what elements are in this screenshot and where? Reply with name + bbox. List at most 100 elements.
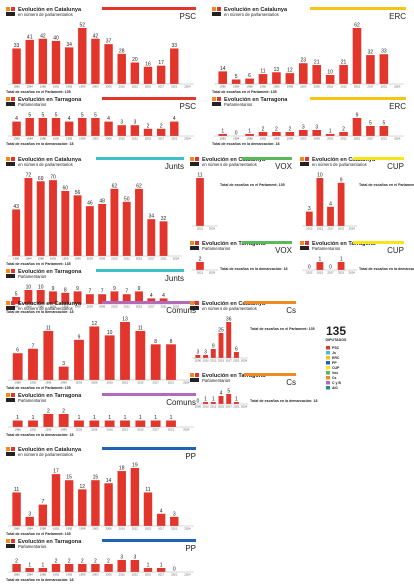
- legend-swatch: [326, 361, 330, 365]
- category-label: 1980: [13, 85, 20, 89]
- category-label: 2006: [314, 137, 321, 141]
- footnote: Total de escaños en el Parlament: 135: [359, 183, 414, 187]
- value-label: 1: [108, 415, 111, 421]
- footnote: Total de escaños en la demarcación: 18: [220, 267, 287, 271]
- icon: [190, 373, 194, 377]
- value-label: 56: [75, 190, 81, 196]
- bar: [170, 121, 179, 136]
- category-label: 2017: [158, 527, 165, 531]
- category-label: 2012: [124, 257, 131, 261]
- value-label: 50: [124, 196, 130, 202]
- category-label: 1999: [61, 381, 68, 385]
- value-label: 1: [28, 563, 31, 569]
- bar: [210, 349, 216, 358]
- value-label: 1: [235, 397, 238, 403]
- accent-bar: [96, 269, 184, 272]
- category-label: 2006: [105, 137, 112, 141]
- category-label: 2006: [195, 359, 202, 363]
- icon: [6, 301, 10, 305]
- bar: [64, 480, 74, 526]
- category-label: 2015: [136, 305, 143, 309]
- value-label: 9: [113, 286, 116, 292]
- category-label: 2012: [210, 405, 217, 409]
- category-label: 2017: [226, 405, 233, 409]
- value-label: 8: [170, 339, 173, 345]
- icon: [300, 162, 309, 166]
- category-label: 2010: [202, 405, 209, 409]
- category-label: 2024: [183, 381, 190, 385]
- bar: [36, 290, 45, 304]
- category-label: 2012: [210, 359, 217, 363]
- legend-entry: CUP: [332, 366, 340, 370]
- bar: [327, 206, 334, 226]
- value-label: 12: [287, 68, 293, 74]
- panel-subtitle: Parlamentarios: [224, 102, 252, 107]
- footnote: Total de escaños en el Parlament: 135: [250, 327, 315, 331]
- value-label: 5: [55, 113, 58, 119]
- value-label: 33: [172, 43, 178, 49]
- value-label: 8: [154, 339, 157, 345]
- bar: [258, 74, 268, 84]
- bar: [117, 53, 126, 84]
- value-label: 2: [107, 559, 110, 565]
- category-label: 1995: [66, 85, 73, 89]
- icon: [6, 102, 15, 106]
- value-label: 42: [93, 33, 99, 39]
- legend-swatch: [326, 371, 330, 375]
- icon: [190, 306, 199, 310]
- category-label: 1988: [40, 137, 47, 141]
- panel-title: Evolución en Catalunya: [202, 301, 266, 307]
- bar: [25, 568, 34, 572]
- party-label: Comuns: [166, 306, 196, 315]
- value-label: 1: [93, 415, 96, 421]
- bar: [233, 402, 239, 404]
- bar: [85, 294, 94, 304]
- bar: [130, 62, 140, 84]
- category-label: 2017: [148, 257, 155, 261]
- value-label: 5: [81, 113, 84, 119]
- category-label: 2021: [168, 428, 175, 432]
- bar: [110, 188, 119, 256]
- party-label: VOX: [275, 246, 293, 255]
- value-label: 46: [87, 201, 93, 207]
- category-label: 2024: [173, 257, 180, 261]
- bar: [64, 121, 74, 136]
- bar: [12, 353, 23, 380]
- category-label: 2006: [105, 573, 112, 577]
- value-label: 15: [93, 475, 99, 481]
- bar: [38, 568, 48, 572]
- category-label: 1992: [53, 573, 60, 577]
- icon: [212, 7, 216, 11]
- accent-bar: [96, 157, 184, 160]
- footnote: Total de escaños en la demarcación: 18: [212, 142, 279, 146]
- party-label: Comuns: [166, 398, 196, 407]
- icon: [6, 393, 10, 397]
- bar: [339, 65, 348, 84]
- bar: [25, 516, 34, 526]
- icon: [305, 241, 309, 245]
- category-label: 2015: [137, 381, 144, 385]
- value-label: 1: [154, 415, 157, 421]
- value-label: 3: [196, 350, 199, 356]
- value-label: 5: [41, 113, 44, 119]
- value-label: 1: [204, 397, 207, 403]
- value-label: 3: [133, 555, 136, 561]
- bar: [25, 118, 34, 136]
- bar: [120, 420, 130, 427]
- icon: [190, 157, 194, 161]
- party-label: CUP: [387, 246, 404, 255]
- value-label: 0: [235, 131, 238, 137]
- accent-bar: [102, 539, 196, 542]
- bar: [89, 420, 100, 427]
- legend-swatch: [326, 386, 330, 390]
- panel-subtitle: en número de parlamentarios: [18, 306, 73, 311]
- value-label: 3: [302, 125, 305, 131]
- value-label: 40: [53, 35, 59, 41]
- bar: [12, 564, 21, 572]
